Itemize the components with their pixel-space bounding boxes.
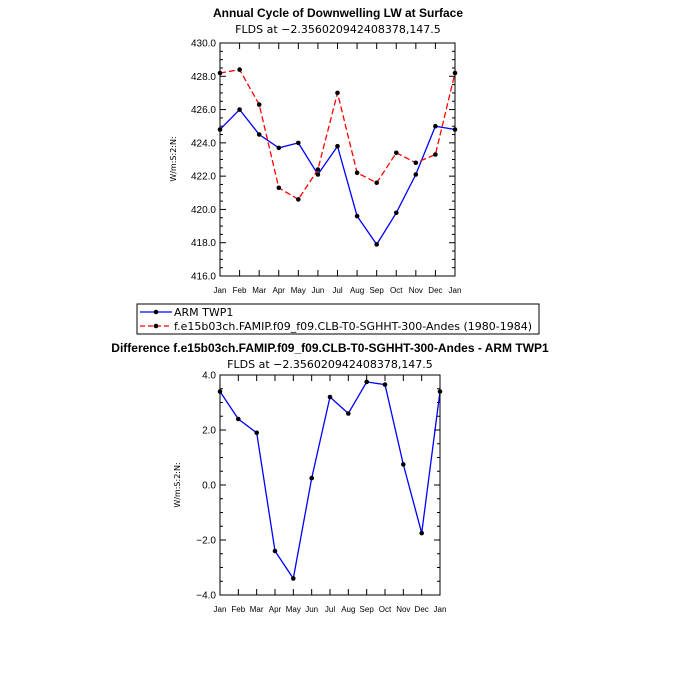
top-chart-series (217, 67, 458, 247)
top-chart-ytick-label: 422.0 (191, 172, 216, 183)
top-chart-series-1-point (256, 102, 262, 107)
top-chart-xtick-label: Jan (449, 286, 462, 295)
bottom-chart-xtick-label: Oct (379, 605, 392, 614)
bottom-chart-xtick-label: May (286, 605, 301, 614)
legend-marker-model (153, 323, 159, 329)
top-chart-series-1-point (237, 67, 242, 72)
bottom-chart-series-0-point (291, 576, 296, 581)
bottom-chart-series-0-point (254, 430, 259, 436)
bottom-chart-xtick-label: Jun (305, 605, 318, 614)
top-chart-series-0-point (256, 132, 262, 137)
top-chart-xtick-label: Mar (252, 286, 266, 295)
top-chart-series-0-point (374, 242, 380, 247)
bottom-chart-xtick-label: Nov (396, 605, 410, 614)
bottom-chart-series-line-0 (219, 381, 441, 581)
top-chart: Annual Cycle of Downwelling LW at Surfac… (169, 6, 463, 295)
top-chart-subtitle: FLDS at −2.356020942408378,147.5 (235, 23, 441, 36)
top-chart-series-line-1 (219, 68, 456, 201)
top-chart-series-0-point (433, 123, 438, 129)
top-chart-series-0-point (296, 140, 301, 146)
top-chart-ytick-label: 420.0 (191, 205, 216, 216)
top-chart-ytick-label: 418.0 (191, 238, 216, 249)
top-chart-xtick-label: Feb (233, 286, 247, 295)
bottom-chart-series-0-point (419, 530, 425, 536)
top-chart-xtick-label: Jun (311, 286, 324, 295)
top-chart-series-1-point (335, 90, 340, 96)
top-chart-frame (219, 42, 456, 277)
bottom-chart-xtick-label: Sep (360, 605, 375, 614)
bottom-chart-series-0-point (272, 548, 278, 554)
bottom-chart-series-0-point (401, 462, 406, 467)
bottom-chart-ytick-label: −2.0 (196, 536, 216, 547)
top-chart-series-1-point (276, 185, 282, 191)
top-chart-xtick-label: Nov (409, 286, 423, 295)
bottom-chart-ticks: −4.0 −2.0 0.0 2.0 4.0 Jan Feb Mar Apr May Jun Jul Au… (196, 371, 446, 615)
bottom-chart-xtick-label: Apr (269, 605, 282, 614)
bottom-chart-xtick-label: Jan (434, 605, 447, 614)
top-chart-xtick-label: Apr (273, 286, 286, 295)
top-chart-ytick-label: 430.0 (191, 39, 216, 50)
top-chart-series-line-0 (219, 108, 456, 246)
top-chart-series-0-point (315, 172, 321, 177)
bottom-chart-frame (219, 374, 441, 596)
top-chart-xtick-label: Sep (370, 286, 385, 295)
legend: ARM TWP1 f.e15b03ch.FAMIP.f09_f09.CLB-T0… (136, 303, 540, 335)
top-chart-y-label: W/m:S:2:N: (169, 136, 178, 181)
top-chart-ytick-label: 428.0 (191, 72, 216, 83)
top-chart-ytick-label: 416.0 (191, 272, 216, 283)
top-chart-series-0-point (237, 107, 242, 112)
bottom-chart-subtitle: FLDS at −2.356020942408378,147.5 (227, 358, 433, 371)
bottom-chart-xtick-label: Mar (250, 605, 264, 614)
top-chart-series-0-point (335, 143, 340, 149)
top-chart-xtick-label: May (291, 286, 306, 295)
legend-marker-arm (153, 309, 159, 315)
top-chart-xtick-label: Dec (428, 286, 442, 295)
bottom-chart-series (217, 379, 443, 581)
top-chart-xtick-label: Jul (332, 286, 342, 295)
top-chart-series-1-point (433, 152, 438, 157)
top-chart-series-0-point (354, 213, 360, 219)
bottom-chart-xtick-label: Jul (325, 605, 335, 614)
top-chart-ytick-label: 426.0 (191, 105, 216, 116)
top-chart-series-1-point (394, 150, 399, 156)
bottom-chart-series-0-point (346, 411, 351, 416)
bottom-chart: Difference f.e15b03ch.FAMIP.f09_f09.CLB-… (111, 341, 549, 614)
legend-label-model: f.e15b03ch.FAMIP.f09_f09.CLB-T0-SGHHT-30… (174, 320, 532, 333)
top-chart-series-0-point (276, 145, 282, 151)
top-chart-xtick-label: Aug (350, 286, 364, 295)
bottom-chart-xtick-label: Jan (214, 605, 227, 614)
bottom-chart-y-label: W/m:S:2:N: (173, 462, 182, 507)
bottom-chart-xtick-label: Dec (415, 605, 429, 614)
bottom-chart-ytick-label: 2.0 (202, 426, 216, 437)
top-chart-ytick-label: 424.0 (191, 138, 216, 149)
bottom-chart-series-0-point (327, 394, 333, 400)
top-chart-series-1-point (374, 180, 380, 186)
top-chart-series-1-point (413, 160, 419, 166)
top-chart-series-0-point (394, 210, 399, 216)
legend-label-arm: ARM TWP1 (174, 306, 233, 319)
top-chart-series-1-point (315, 167, 321, 172)
bottom-chart-ytick-label: 4.0 (202, 371, 216, 382)
top-chart-series-0-point (413, 172, 419, 177)
bottom-chart-series-0-point (382, 382, 388, 387)
top-chart-xtick-label: Oct (390, 286, 403, 295)
top-chart-ticks: 416.0 418.0 420.0 422.0 424.0 426.0 428.0 430.0… (191, 39, 461, 296)
top-chart-xtick-label: Jan (214, 286, 227, 295)
legend-box (136, 303, 540, 335)
bottom-chart-xtick-label: Aug (341, 605, 355, 614)
bottom-chart-series-0-point (236, 416, 241, 422)
bottom-chart-ytick-label: 0.0 (202, 481, 216, 492)
top-chart-series-1-point (296, 197, 301, 202)
top-chart-series-1-point (354, 170, 360, 176)
bottom-chart-xtick-label: Feb (231, 605, 245, 614)
bottom-chart-title: Difference f.e15b03ch.FAMIP.f09_f09.CLB-… (111, 341, 549, 355)
bottom-chart-series-0-point (364, 379, 370, 385)
bottom-chart-series-0-point (309, 475, 315, 481)
bottom-chart-ytick-label: −4.0 (196, 591, 216, 602)
top-chart-title: Annual Cycle of Downwelling LW at Surfac… (213, 6, 463, 20)
